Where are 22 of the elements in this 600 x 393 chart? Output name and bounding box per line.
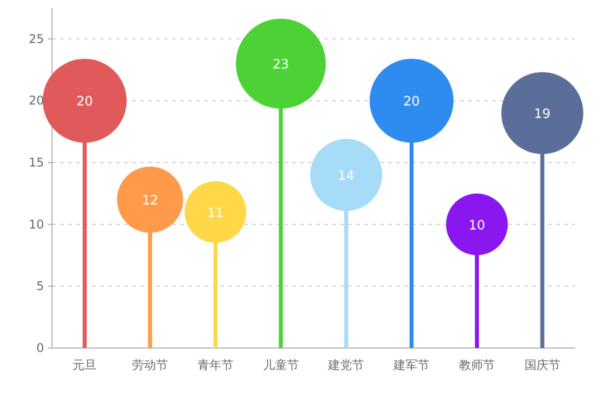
y-tick-label: 25	[28, 32, 44, 46]
x-tick-label: 儿童节	[262, 358, 299, 372]
x-tick-label: 青年节	[197, 358, 234, 372]
data-label: 20	[76, 94, 93, 110]
x-tick-label: 建军节	[392, 358, 430, 372]
x-tick-label: 劳动节	[132, 358, 168, 372]
x-tick-label: 教师节	[458, 358, 495, 372]
data-label: 14	[338, 168, 354, 184]
x-tick-label: 建党节	[327, 358, 364, 372]
y-tick-label: 15	[28, 156, 44, 170]
data-label: 20	[403, 94, 420, 110]
x-tick-label: 元旦	[72, 358, 97, 372]
data-label: 10	[468, 218, 486, 234]
y-tick-label: 5	[36, 279, 44, 294]
data-label: 11	[207, 206, 224, 221]
y-tick-label: 10	[28, 217, 44, 232]
data-label: 12	[142, 194, 158, 209]
y-tick-label: 20	[28, 94, 44, 108]
x-tick-label: 国庆节	[524, 358, 560, 372]
data-label: 19	[534, 107, 551, 122]
data-label: 23	[272, 58, 290, 73]
y-tick-label: 0	[36, 341, 44, 355]
